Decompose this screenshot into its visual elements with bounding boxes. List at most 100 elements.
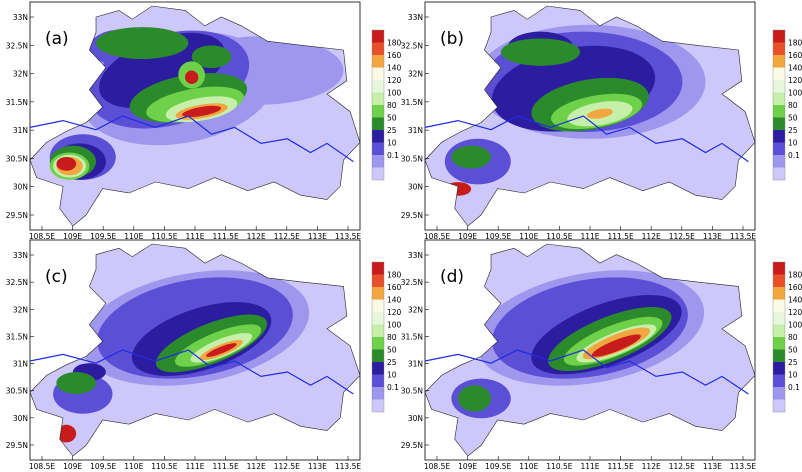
lon-tick-label: 111.5E <box>212 232 238 241</box>
lon-tick-label: 112E <box>642 462 661 471</box>
lat-tick-label: 29.5N <box>401 441 423 450</box>
colorbar-label: 25 <box>788 126 798 135</box>
lat-tick-label: 33N <box>13 251 28 260</box>
lat-tick-label: 31.5N <box>401 98 423 107</box>
colorbar-swatch <box>372 92 384 105</box>
lon-tick-label: 109.5E <box>485 232 511 241</box>
colorbar-label: 160 <box>788 51 802 60</box>
lat-tick-label: 29.5N <box>6 441 28 450</box>
blue-boundary-line <box>424 349 749 395</box>
colorbar-swatch <box>372 155 384 168</box>
lat-tick-label: 31N <box>13 360 28 369</box>
lat-tick-label: 33N <box>408 251 423 260</box>
blue-boundary-line <box>29 349 354 395</box>
lat-tick-label: 31.5N <box>6 332 28 341</box>
colorbar-label: 25 <box>387 358 397 367</box>
contour-level_180 <box>182 105 222 118</box>
lon-tick-label: 110E <box>519 232 538 241</box>
colorbar-swatch <box>773 67 785 80</box>
colorbar-label: 0.1 <box>788 383 800 392</box>
lon-tick-label: 112.5E <box>669 232 695 241</box>
colorbar-swatch <box>773 42 785 55</box>
lat-tick-label: 30.5N <box>6 154 28 163</box>
colorbar-swatch <box>773 92 785 105</box>
colorbar-swatch <box>372 262 384 275</box>
contour-level_80 <box>458 385 491 412</box>
colorbar-label: 120 <box>387 308 402 317</box>
colorbar-label: 0.1 <box>788 151 800 160</box>
colorbar: 180 160 140 120 100 80 50 25 10 0.1 <box>772 261 802 413</box>
province-border <box>424 243 756 457</box>
lon-tick-label: 112.5E <box>274 232 300 241</box>
lat-tick-label: 32N <box>13 305 28 314</box>
colorbar-label: 10 <box>387 139 397 148</box>
precip-contours <box>49 27 344 180</box>
blue-boundary-line <box>29 115 354 163</box>
lon-tick-label: 111.5E <box>212 462 238 471</box>
colorbar-swatch <box>372 130 384 143</box>
lon-tick-label: 112E <box>247 462 266 471</box>
lon-tick-label: 113E <box>308 232 327 241</box>
lat-tick-label: 30N <box>13 183 28 192</box>
lon-tick-label: 109E <box>63 462 82 471</box>
colorbar-label: 140 <box>788 64 802 73</box>
lon-tick-label: 111E <box>185 462 204 471</box>
province-border <box>424 5 756 227</box>
lon-tick-label: 111E <box>185 232 204 241</box>
lon-tick-label: 112.5E <box>274 462 300 471</box>
colorbar-swatch <box>372 337 384 350</box>
lon-tick-label: 108.5E <box>29 462 55 471</box>
blue-boundary-line <box>424 115 749 163</box>
colorbar-label: 100 <box>387 89 402 98</box>
colorbar-swatch <box>773 117 785 130</box>
colorbar-label: 10 <box>788 139 798 148</box>
panel-label: (a) <box>45 29 69 49</box>
colorbar-label: 180 <box>387 39 402 48</box>
colorbar-swatch <box>372 374 384 387</box>
lat-tick-label: 31N <box>408 360 423 369</box>
map-panel-a: (a) 33N 32.5N 32N 31.5N 31N 30.5N 30N 29.5N 108.5… <box>6 1 402 241</box>
lat-tick-label: 30N <box>408 183 423 192</box>
colorbar-swatch <box>372 324 384 337</box>
colorbar-label: 25 <box>387 126 397 135</box>
lat-tick-label: 30N <box>408 414 423 423</box>
colorbar-label: 140 <box>387 296 402 305</box>
lat-tick-label: 32.5N <box>401 278 423 287</box>
lon-tick-label: 108.5E <box>29 232 55 241</box>
colorbar: 180 160 140 120 100 80 50 25 10 0.1 <box>772 29 802 181</box>
colorbar-label: 10 <box>788 371 798 380</box>
colorbar-swatch <box>372 362 384 375</box>
lon-tick-label: 109E <box>458 232 477 241</box>
map-panel-b: (b) 33N 32.5N 32N 31.5N 31N 30.5N 30N 29.5N 108.5… <box>401 1 802 241</box>
panel-label: (c) <box>45 267 68 287</box>
lat-tick-label: 31.5N <box>401 332 423 341</box>
colorbar-label: 100 <box>788 89 802 98</box>
colorbar-swatch <box>372 274 384 287</box>
colorbar-swatch <box>773 55 785 68</box>
lat-tick-label: 32.5N <box>6 278 28 287</box>
lon-tick-label: 110E <box>124 462 143 471</box>
contour-level_80 <box>56 372 96 394</box>
lon-tick-label: 112.5E <box>669 462 695 471</box>
contour-level_80 <box>500 38 581 66</box>
colorbar-swatch <box>372 287 384 300</box>
colorbar-swatch <box>372 55 384 68</box>
colorbar-swatch <box>773 130 785 143</box>
lon-tick-label: 112E <box>642 232 661 241</box>
lat-tick-label: 29.5N <box>401 211 423 220</box>
colorbar-frame <box>371 261 385 413</box>
colorbar-swatch <box>773 324 785 337</box>
lon-tick-label: 110E <box>519 462 538 471</box>
colorbar-swatch <box>372 349 384 362</box>
lon-tick-label: 113E <box>703 462 722 471</box>
lon-tick-label: 111E <box>580 462 599 471</box>
lon-tick-label: 110.5E <box>546 232 572 241</box>
colorbar-swatch <box>773 105 785 118</box>
lon-tick-label: 111.5E <box>607 232 633 241</box>
colorbar-label: 180 <box>788 271 802 280</box>
lon-tick-label: 113E <box>308 462 327 471</box>
colorbar-swatch <box>773 155 785 168</box>
lon-tick-label: 111E <box>580 232 599 241</box>
map-panel-c: (c) 33N 32.5N 32N 31.5N 31N 30.5N 30N 29.5N 108.5… <box>6 239 402 471</box>
